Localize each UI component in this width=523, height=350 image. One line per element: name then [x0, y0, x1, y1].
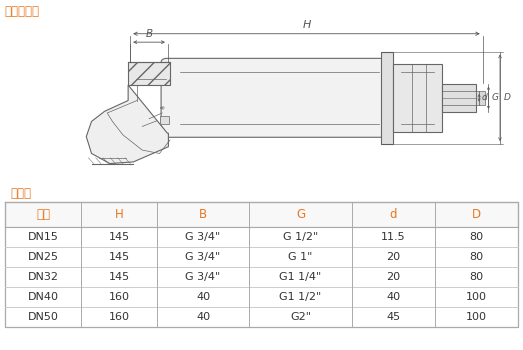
Text: 80: 80	[469, 272, 483, 282]
Text: 11.5: 11.5	[381, 232, 405, 242]
Text: 80: 80	[469, 252, 483, 262]
Text: DN32: DN32	[28, 272, 59, 282]
Text: B: B	[199, 208, 207, 221]
Text: DN40: DN40	[28, 292, 59, 302]
Bar	[442, 84, 476, 112]
Text: G2": G2"	[290, 312, 311, 322]
Text: 尺寸表: 尺寸表	[10, 187, 31, 200]
Bar	[160, 116, 169, 124]
Bar	[381, 51, 393, 144]
Text: 145: 145	[108, 272, 130, 282]
FancyBboxPatch shape	[161, 58, 388, 137]
Text: 40: 40	[386, 292, 400, 302]
Text: 145: 145	[108, 252, 130, 262]
Text: H: H	[302, 20, 311, 30]
Bar	[476, 91, 485, 105]
Text: 100: 100	[466, 292, 487, 302]
Text: D: D	[472, 208, 481, 221]
Text: 规格: 规格	[36, 208, 50, 221]
Bar	[5, 202, 518, 226]
Bar	[393, 64, 442, 132]
Text: 20: 20	[386, 272, 400, 282]
Bar	[128, 62, 170, 85]
Text: 40: 40	[196, 292, 210, 302]
Polygon shape	[86, 85, 168, 163]
Text: G 3/4": G 3/4"	[186, 252, 221, 262]
Bar	[5, 287, 518, 307]
Text: G 3/4": G 3/4"	[186, 232, 221, 242]
Bar	[5, 226, 518, 247]
Text: 外型尺寸图: 外型尺寸图	[4, 5, 39, 18]
Text: 145: 145	[108, 232, 130, 242]
Text: 80: 80	[469, 232, 483, 242]
Text: B: B	[145, 29, 153, 39]
Text: H: H	[115, 208, 123, 221]
Bar	[5, 267, 518, 287]
Text: G: G	[296, 208, 305, 221]
Text: G: G	[491, 93, 498, 102]
Text: DN25: DN25	[28, 252, 59, 262]
Text: d: d	[390, 208, 397, 221]
Bar	[5, 247, 518, 267]
Text: G 1/2": G 1/2"	[283, 232, 318, 242]
Text: 45: 45	[386, 312, 400, 322]
Text: G 1": G 1"	[288, 252, 313, 262]
Bar	[5, 307, 518, 327]
Text: 20: 20	[386, 252, 400, 262]
Text: 100: 100	[466, 312, 487, 322]
Text: 160: 160	[108, 312, 130, 322]
Text: DN50: DN50	[28, 312, 59, 322]
Text: d: d	[482, 93, 487, 102]
Text: G1 1/4": G1 1/4"	[279, 272, 322, 282]
Text: G 3/4": G 3/4"	[186, 272, 221, 282]
Text: G1 1/2": G1 1/2"	[279, 292, 322, 302]
Text: DN15: DN15	[28, 232, 59, 242]
Text: 40: 40	[196, 312, 210, 322]
Text: D: D	[504, 93, 510, 102]
Text: 160: 160	[108, 292, 130, 302]
